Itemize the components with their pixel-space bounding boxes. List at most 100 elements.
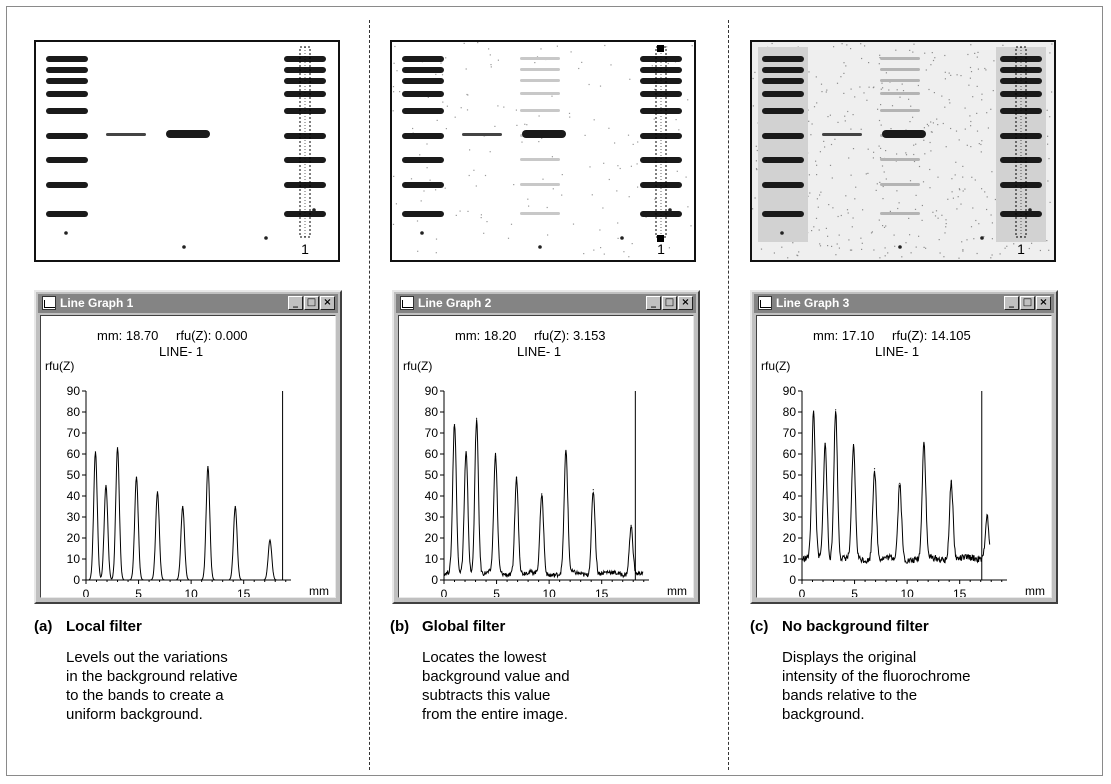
gel-speckle xyxy=(467,210,469,212)
gel-speckle xyxy=(960,203,962,205)
gel-speckle xyxy=(830,143,833,146)
close-button[interactable]: × xyxy=(678,296,693,310)
gel-speckle xyxy=(604,44,606,47)
y-tick-label: 30 xyxy=(67,510,81,524)
gel-speckle xyxy=(636,163,638,165)
line-graph-plot-area[interactable]: mm: 18.20 rfu(Z): 3.153 LINE- 1 rfu(Z) mm 0 10… xyxy=(398,315,694,598)
maximize-button[interactable]: □ xyxy=(1020,296,1035,310)
faint-band xyxy=(520,92,560,95)
line-graph-window-b[interactable]: Line Graph 2 _ □ × mm: 18.20 rfu(Z): 3.15… xyxy=(392,290,700,604)
gel-speckle xyxy=(951,191,953,193)
gel-speckle xyxy=(819,243,821,245)
maximize-button[interactable]: □ xyxy=(304,296,319,310)
gel-speckle xyxy=(435,252,437,254)
gel-speckle xyxy=(929,187,931,189)
window-title: Line Graph 1 xyxy=(60,296,134,310)
dust-spot xyxy=(420,231,424,235)
gel-speckle xyxy=(956,208,958,210)
gel-speckle xyxy=(941,214,943,216)
minimize-button[interactable]: _ xyxy=(646,296,661,310)
gel-speckle xyxy=(796,254,798,256)
gel-speckle xyxy=(937,124,939,126)
readout-mm: mm: 18.20 xyxy=(455,328,516,343)
gel-speckle xyxy=(861,248,863,250)
gel-speckle xyxy=(986,112,988,114)
line-graph-plot-area[interactable]: mm: 18.70 rfu(Z): 0.000 LINE- 1 rfu(Z) mm 0 10… xyxy=(40,315,336,598)
gel-speckle xyxy=(955,130,958,132)
line-graph-window-c[interactable]: Line Graph 3 _ □ × mm: 17.10 rfu(Z): 14.1… xyxy=(750,290,1058,604)
gel-speckle xyxy=(540,48,542,50)
gel-speckle xyxy=(843,62,845,64)
minimize-button[interactable]: _ xyxy=(1004,296,1019,310)
gel-speckle xyxy=(480,217,482,219)
gel-speckle xyxy=(912,51,914,53)
faint-band xyxy=(880,68,920,71)
gel-speckle xyxy=(440,62,442,64)
sample-band xyxy=(882,130,926,138)
gel-speckle xyxy=(1002,44,1004,46)
gel-speckle xyxy=(628,196,630,198)
gel-speckle xyxy=(902,90,905,92)
line-graph-window-a[interactable]: Line Graph 1 _ □ × mm: 18.70 rfu(Z): 0.00… xyxy=(34,290,342,604)
window-titlebar[interactable]: Line Graph 2 _ □ × xyxy=(396,294,696,313)
gel-speckle xyxy=(551,156,553,158)
gel-speckle xyxy=(958,139,960,141)
faint-band xyxy=(880,79,920,82)
window-titlebar[interactable]: Line Graph 1 _ □ × xyxy=(38,294,338,313)
gel-speckle xyxy=(986,208,988,211)
dust-spot xyxy=(538,245,542,249)
gel-speckle xyxy=(823,140,825,142)
gel-speckle xyxy=(825,227,827,229)
gel-speckle xyxy=(913,43,915,45)
gel-speckle xyxy=(879,157,882,159)
window-titlebar[interactable]: Line Graph 3 _ □ × xyxy=(754,294,1054,313)
gel-speckle xyxy=(599,229,601,231)
gel-speckle xyxy=(852,148,855,150)
ladder-band xyxy=(640,67,682,73)
sample-band xyxy=(106,133,146,136)
gel-speckle xyxy=(477,42,479,44)
maximize-button[interactable]: □ xyxy=(662,296,677,310)
line-graph-plot-area[interactable]: mm: 17.10 rfu(Z): 14.105 LINE- 1 rfu(Z) mm 0 1… xyxy=(756,315,1052,598)
gel-speckle xyxy=(667,62,669,65)
window-title: Line Graph 3 xyxy=(776,296,850,310)
gel-speckle xyxy=(866,99,868,101)
gel-speckle xyxy=(1047,180,1049,182)
gel-speckle xyxy=(627,134,630,136)
gel-speckle xyxy=(925,247,927,249)
gel-speckle xyxy=(861,57,863,60)
caption-body: Levels out the variations in the backgro… xyxy=(66,648,326,724)
x-tick-label: 0 xyxy=(83,587,90,598)
gel-speckle xyxy=(469,149,471,151)
gel-speckle xyxy=(885,150,887,152)
gel-speckle xyxy=(528,205,530,207)
close-button[interactable]: × xyxy=(1036,296,1051,310)
gel-speckle xyxy=(884,255,886,257)
gel-speckle xyxy=(603,162,605,164)
intensity-trace xyxy=(444,419,644,579)
line-graph-icon xyxy=(400,296,414,310)
y-tick-label: 20 xyxy=(783,531,797,545)
gel-speckle xyxy=(913,144,915,146)
gel-speckle xyxy=(844,115,846,117)
gel-speckle xyxy=(480,214,482,216)
y-axis-label: rfu(Z) xyxy=(403,359,432,373)
gel-speckle xyxy=(922,181,925,183)
gel-speckle xyxy=(435,238,438,240)
close-button[interactable]: × xyxy=(320,296,335,310)
figure-frame xyxy=(6,6,1103,776)
peak-point xyxy=(950,480,952,482)
y-tick-label: 40 xyxy=(67,489,81,503)
caption-title: Global filter xyxy=(422,618,506,635)
caption-line: Displays the original xyxy=(782,649,917,666)
gel-speckle xyxy=(991,238,993,240)
minimize-button[interactable]: _ xyxy=(288,296,303,310)
y-tick-label: 0 xyxy=(431,573,438,587)
gel-speckle xyxy=(1049,52,1051,54)
gel-speckle xyxy=(931,131,933,133)
gel-speckle xyxy=(841,43,843,45)
gel-speckle xyxy=(928,88,930,91)
gel-speckle xyxy=(503,106,505,108)
gel-speckle xyxy=(593,249,595,251)
peak-point xyxy=(515,476,518,478)
